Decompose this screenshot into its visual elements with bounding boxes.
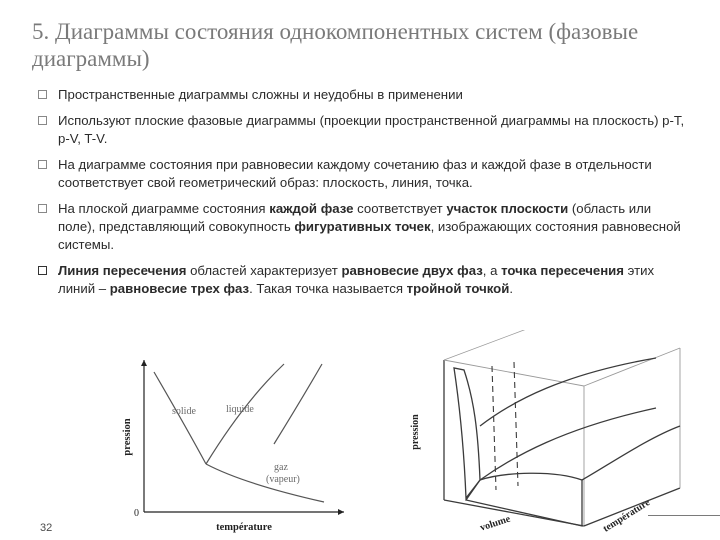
svg-text:liquide: liquide	[226, 404, 254, 415]
bullet-item: Используют плоские фазовые диаграммы (пр…	[32, 112, 688, 148]
bullet-item: Линия пересечения областей характеризует…	[32, 262, 688, 298]
svg-text:0: 0	[134, 508, 139, 519]
accent-bar	[648, 515, 720, 517]
figures-area: 0 température pression solide liquide gaz(vap…	[32, 326, 688, 536]
slide: 5. Диаграммы состояния однокомпонентных …	[0, 0, 720, 540]
bullet-item: На диаграмме состояния при равновесии ка…	[32, 156, 688, 192]
bullet-item: Пространственные диаграммы сложны и неуд…	[32, 86, 688, 104]
phase-diagram-2d: 0 température pression solide liquide gaz(vap…	[114, 342, 364, 540]
svg-text:température: température	[216, 522, 272, 533]
svg-text:solide: solide	[172, 406, 196, 417]
svg-text:(vapeur): (vapeur)	[266, 474, 300, 485]
svg-text:pression: pression	[410, 414, 421, 450]
svg-text:pression: pression	[122, 418, 133, 455]
page-number: 32	[40, 522, 52, 534]
svg-text:gaz: gaz	[274, 462, 288, 473]
bullet-item: На плоской диаграмме состояния каждой фа…	[32, 200, 688, 254]
slide-title: 5. Диаграммы состояния однокомпонентных …	[32, 18, 688, 72]
phase-diagram-3d: pressionvolumetempérature	[404, 330, 704, 540]
bullet-list: Пространственные диаграммы сложны и неуд…	[32, 86, 688, 298]
svg-text:volume: volume	[479, 513, 513, 533]
